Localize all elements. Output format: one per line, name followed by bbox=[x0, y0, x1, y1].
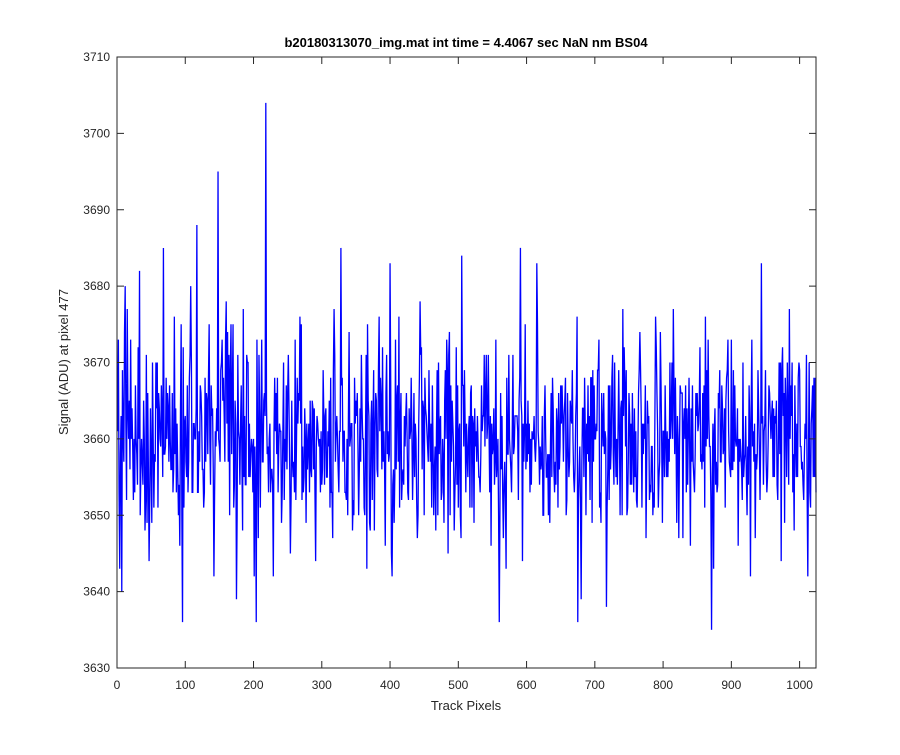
x-tick-label: 200 bbox=[244, 678, 264, 692]
y-tick-label: 3640 bbox=[83, 585, 110, 599]
x-tick-label: 100 bbox=[175, 678, 195, 692]
x-tick-label: 300 bbox=[312, 678, 332, 692]
x-tick-label: 800 bbox=[653, 678, 673, 692]
y-tick-label: 3630 bbox=[83, 661, 110, 675]
x-tick-label: 400 bbox=[380, 678, 400, 692]
x-axis-label: Track Pixels bbox=[431, 698, 502, 713]
x-tick-label: 700 bbox=[585, 678, 605, 692]
y-tick-label: 3690 bbox=[83, 203, 110, 217]
y-tick-label: 3670 bbox=[83, 356, 110, 370]
x-tick-label: 0 bbox=[114, 678, 121, 692]
x-tick-label: 500 bbox=[448, 678, 468, 692]
signal-series-line bbox=[117, 102, 817, 630]
chart-title: b20180313070_img.mat int time = 4.4067 s… bbox=[284, 35, 648, 50]
x-tick-label: 600 bbox=[517, 678, 537, 692]
y-tick-label: 3650 bbox=[83, 508, 110, 522]
axes-box bbox=[116, 56, 817, 669]
y-axis-label: Signal (ADU) at pixel 477 bbox=[56, 289, 71, 435]
x-tick-label: 900 bbox=[721, 678, 741, 692]
x-tick-label: 1000 bbox=[786, 678, 813, 692]
y-tick-label: 3660 bbox=[83, 432, 110, 446]
series-layer bbox=[117, 102, 817, 630]
y-tick-label: 3710 bbox=[83, 50, 110, 64]
tick-layer: 0 100 200 300 400 500 600 700 800 900 1000 3630 3640… bbox=[83, 50, 816, 692]
y-tick-label: 3700 bbox=[83, 126, 110, 140]
y-tick-label: 3680 bbox=[83, 279, 110, 293]
